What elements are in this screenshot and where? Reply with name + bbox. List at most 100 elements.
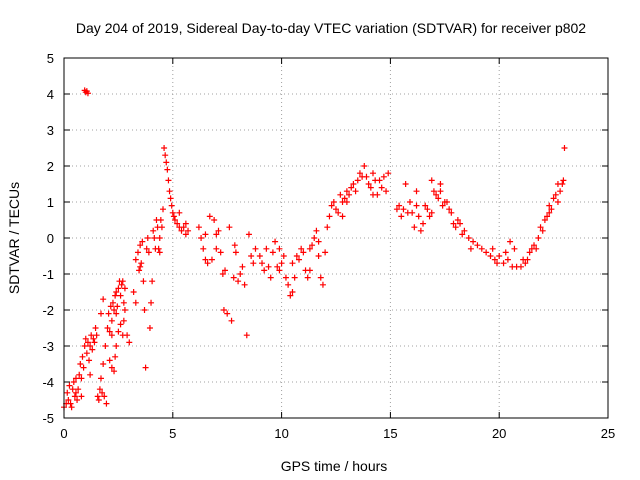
data-point: [365, 181, 372, 187]
data-point: [141, 307, 148, 313]
data-point: [537, 224, 544, 231]
data-point: [208, 256, 215, 263]
data-point: [226, 224, 233, 231]
data-point: [343, 199, 350, 205]
data-point: [170, 213, 177, 220]
data-point: [180, 224, 187, 231]
data-point: [69, 386, 76, 393]
data-point: [454, 217, 461, 223]
data-point: [72, 375, 79, 382]
data-point: [415, 213, 422, 220]
data-point: [83, 350, 90, 357]
data-point: [354, 177, 361, 184]
data-point: [293, 253, 300, 259]
data-point: [282, 274, 289, 281]
data-point: [313, 227, 320, 234]
data-point: [219, 271, 226, 277]
data-point: [132, 256, 139, 263]
data-point: [356, 170, 363, 177]
data-point: [428, 209, 435, 216]
data-point: [361, 163, 368, 169]
data-point: [66, 382, 73, 389]
data-point: [114, 303, 121, 310]
data-point: [300, 249, 307, 256]
data-point: [269, 249, 276, 256]
data-point: [417, 227, 424, 234]
data-point: [552, 191, 559, 198]
data-point: [160, 206, 167, 213]
data-point: [137, 263, 144, 270]
data-point: [91, 339, 98, 346]
data-point: [289, 260, 296, 267]
data-point: [393, 206, 400, 213]
data-point: [150, 227, 157, 234]
data-point: [487, 253, 494, 259]
data-point: [461, 227, 468, 234]
data-point: [435, 195, 442, 202]
data-point: [120, 299, 127, 306]
data-point: [82, 335, 89, 342]
data-point: [554, 199, 561, 205]
data-point: [182, 220, 189, 227]
data-point: [428, 177, 435, 184]
data-point: [124, 332, 131, 339]
data-point: [517, 263, 524, 270]
data-point: [252, 245, 259, 252]
data-point: [561, 145, 568, 151]
data-point: [376, 177, 383, 184]
data-point: [165, 177, 172, 184]
y-tick-label: 0: [47, 231, 54, 246]
data-point: [95, 397, 102, 403]
data-point: [174, 220, 181, 227]
data-point: [132, 299, 139, 306]
data-point: [319, 281, 326, 288]
data-point: [113, 289, 120, 295]
data-point: [276, 267, 283, 274]
data-points: [61, 87, 568, 411]
data-point: [350, 181, 357, 187]
data-point: [151, 235, 158, 241]
data-point: [560, 177, 567, 184]
data-point: [99, 389, 106, 396]
data-point: [139, 238, 146, 245]
data-point: [263, 245, 270, 252]
data-point: [81, 343, 88, 349]
data-point: [113, 343, 120, 349]
data-point: [291, 274, 298, 281]
data-point: [67, 400, 74, 407]
data-point: [117, 292, 124, 299]
data-point: [259, 260, 266, 267]
data-point: [267, 274, 274, 281]
data-point: [84, 90, 91, 97]
data-point: [402, 181, 409, 187]
data-point: [315, 238, 322, 245]
data-point: [155, 245, 162, 252]
data-point: [111, 368, 118, 375]
data-point: [306, 245, 313, 252]
data-point: [90, 335, 97, 342]
data-point: [220, 307, 227, 313]
data-point: [504, 256, 511, 263]
data-point: [106, 328, 113, 335]
data-point: [111, 307, 118, 313]
data-point: [156, 235, 163, 241]
data-point: [140, 278, 147, 285]
data-point: [195, 224, 202, 231]
y-tick-label: -5: [42, 411, 54, 426]
data-point: [138, 260, 145, 267]
x-tick-label: 5: [169, 426, 176, 441]
data-point: [496, 253, 503, 259]
data-point: [278, 260, 285, 267]
data-point: [380, 173, 387, 180]
data-point: [71, 393, 78, 400]
data-point: [232, 249, 239, 256]
data-point: [80, 364, 87, 371]
data-point: [426, 213, 433, 220]
x-axis-label: GPS time / hours: [281, 458, 388, 474]
data-point: [322, 249, 329, 256]
data-point: [64, 389, 71, 396]
data-point: [169, 209, 176, 216]
data-point: [535, 235, 542, 241]
data-point: [457, 220, 464, 227]
data-point: [224, 310, 231, 317]
